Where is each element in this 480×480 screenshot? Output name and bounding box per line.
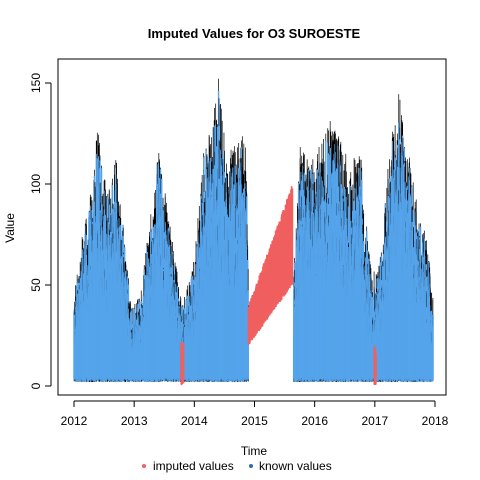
y-tick-label-150: 150 [29, 73, 43, 93]
y-axis: 0 50 100 150 [29, 73, 52, 389]
y-tick-label-100: 100 [29, 174, 43, 194]
series-imputed-values [180, 186, 377, 386]
y-axis-label: Value [3, 213, 17, 243]
x-tick-label-2013: 2013 [121, 414, 148, 428]
legend-imputed-marker [142, 464, 146, 468]
chart-title: Imputed Values for O3 SUROESTE [148, 26, 361, 41]
y-tick-label-50: 50 [29, 278, 43, 292]
legend-imputed-label: imputed values [153, 459, 234, 473]
x-axis-label: Time [241, 444, 268, 458]
x-tick-label-2015: 2015 [241, 414, 268, 428]
x-tick-label-2018: 2018 [422, 414, 449, 428]
y-tick-label-0: 0 [29, 382, 43, 389]
legend-known-marker [249, 464, 253, 468]
x-axis: 2012 2013 2014 2015 2016 2017 2018 [61, 400, 449, 428]
x-tick-label-2016: 2016 [301, 414, 328, 428]
x-tick-label-2012: 2012 [61, 414, 88, 428]
x-tick-label-2017: 2017 [361, 414, 388, 428]
legend-known-label: known values [259, 459, 332, 473]
x-tick-label-2014: 2014 [181, 414, 208, 428]
series-known-values [73, 78, 434, 382]
legend: imputed values known values [142, 459, 332, 473]
plot-border [57, 58, 447, 396]
